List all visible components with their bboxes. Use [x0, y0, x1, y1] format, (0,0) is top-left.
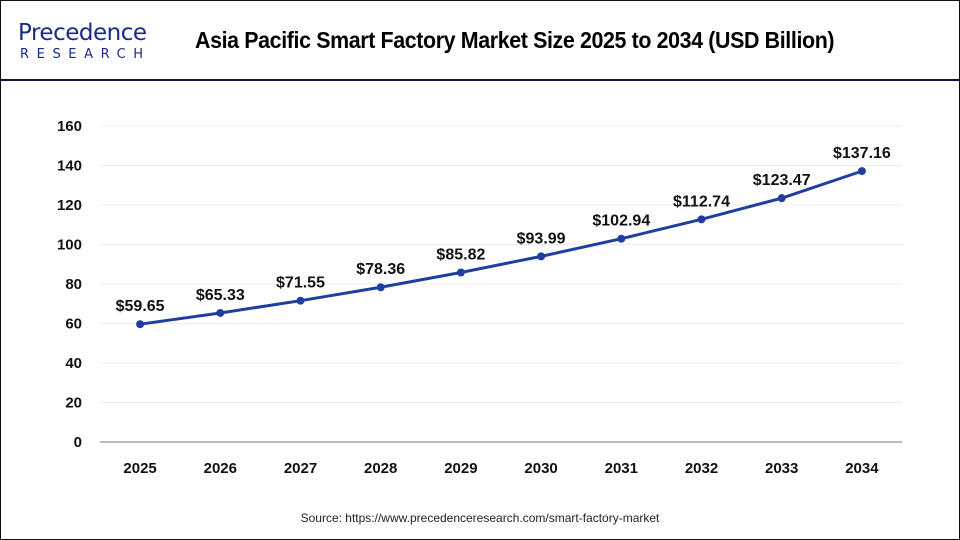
data-point	[617, 234, 626, 243]
header: Precedence RESEARCH Asia Pacific Smart F…	[0, 0, 960, 81]
data-point	[857, 167, 866, 176]
y-tick-label: 40	[65, 355, 82, 372]
logo-bottom-text: RESEARCH	[20, 47, 151, 62]
y-tick-label: 160	[57, 118, 82, 135]
data-label: $93.99	[517, 230, 566, 247]
chart-title: Asia Pacific Smart Factory Market Size 2…	[195, 27, 835, 53]
data-label: $112.74	[673, 193, 730, 210]
y-tick-label: 80	[65, 276, 82, 293]
data-point	[216, 308, 225, 317]
data-point	[777, 194, 786, 203]
data-label: $102.94	[592, 213, 650, 230]
x-tick-label: 2025	[123, 460, 156, 477]
data-point	[456, 268, 465, 277]
x-tick-label: 2028	[364, 460, 397, 477]
data-point	[376, 283, 385, 292]
x-tick-label: 2030	[524, 460, 557, 477]
series-line	[139, 169, 863, 326]
data-label: $78.36	[356, 261, 405, 278]
y-tick-label: 20	[65, 395, 82, 412]
x-tick-label: 2034	[845, 460, 879, 477]
data-label: $59.65	[116, 298, 165, 315]
x-tick-label: 2026	[204, 460, 237, 477]
precedence-research-logo: Precedence RESEARCH	[18, 20, 158, 62]
data-point	[136, 320, 145, 329]
x-tick-label: 2032	[685, 460, 718, 477]
data-point	[296, 296, 305, 305]
y-tick-label: 140	[57, 158, 82, 175]
y-tick-label: 100	[57, 237, 82, 254]
x-tick-label: 2033	[765, 460, 798, 477]
data-label: $137.16	[833, 145, 891, 162]
data-label: $85.82	[436, 247, 485, 264]
x-tick-label: 2031	[605, 460, 638, 477]
x-tick-label: 2029	[444, 460, 477, 477]
y-tick-label: 0	[74, 434, 82, 451]
source-note: Source: https://www.precedenceresearch.c…	[300, 511, 660, 525]
y-tick-label: 60	[65, 316, 82, 333]
data-label: $65.33	[196, 287, 245, 304]
logo-top-text: Precedence	[18, 20, 147, 46]
data-label: $71.55	[276, 275, 325, 292]
x-tick-label: 2027	[284, 460, 317, 477]
data-label: $123.47	[753, 172, 811, 189]
y-tick-label: 120	[57, 197, 82, 214]
data-point	[697, 215, 706, 224]
data-point	[537, 252, 546, 261]
